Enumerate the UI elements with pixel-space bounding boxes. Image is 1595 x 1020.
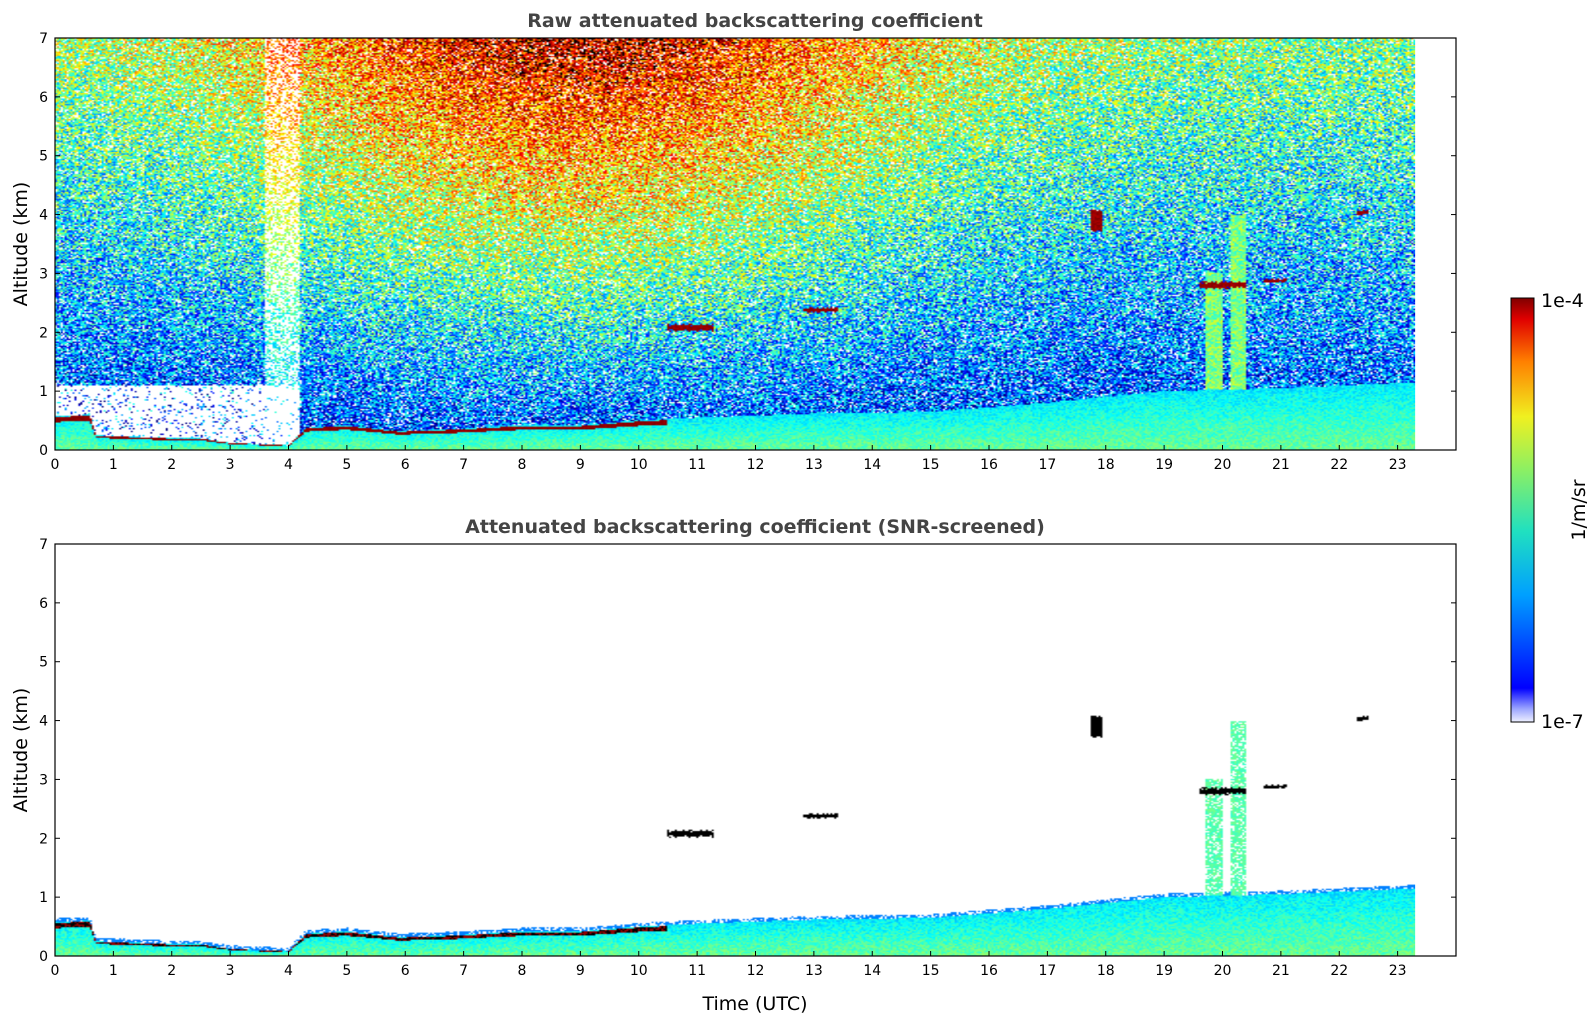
- y-tick-label: 1: [39, 384, 48, 400]
- screened-panel-ticks: 0 1 2 3 4 5 6 7 8 9 10 11 12 13 14 15 16 17 18 19 20 21 22 2301…: [39, 537, 1456, 979]
- y-tick-label: 3: [39, 772, 48, 788]
- x-tick-label: 18: [1097, 457, 1115, 473]
- screened-backscatter-panel: Attenuated backscattering coefficient (S…: [10, 516, 1457, 1015]
- raw-panel-ticks: 0 1 2 3 4 5 6 7 8 9 10 11 12 13 14 15 16 17 18 19 20 21 22 2301…: [39, 31, 1456, 473]
- x-tick-label: 19: [1155, 457, 1173, 473]
- x-tick-label: 12: [747, 963, 765, 979]
- y-tick-label: 5: [39, 655, 48, 671]
- y-tick-label: 7: [39, 537, 48, 553]
- x-tick-label: 1: [109, 963, 118, 979]
- x-tick-label: 17: [1038, 963, 1056, 979]
- y-tick-label: 7: [39, 31, 48, 47]
- y-tick-label: 5: [39, 149, 48, 165]
- x-tick-label: 12: [747, 457, 765, 473]
- x-tick-label: 6: [401, 457, 410, 473]
- raw-backscatter-heatmap: [55, 38, 1416, 450]
- y-tick-label: 4: [39, 714, 48, 730]
- x-tick-label: 15: [922, 457, 940, 473]
- x-tick-label: 8: [518, 457, 527, 473]
- screened-panel-title: Attenuated backscattering coefficient (S…: [465, 516, 1045, 538]
- x-tick-label: 9: [576, 457, 585, 473]
- y-tick-label: 6: [39, 90, 48, 106]
- x-tick-label: 20: [1214, 457, 1232, 473]
- x-tick-label: 23: [1389, 457, 1407, 473]
- colorbar-max-label: 1e-4: [1541, 290, 1584, 312]
- colorbar-min-label: 1e-7: [1541, 711, 1584, 733]
- colorbar-units-label: 1/m/sr: [1568, 479, 1590, 540]
- screened-backscatter-heatmap: [55, 544, 1416, 956]
- x-tick-label: 6: [401, 963, 410, 979]
- x-tick-label: 0: [51, 963, 60, 979]
- x-tick-label: 23: [1389, 963, 1407, 979]
- x-tick-label: 16: [980, 457, 998, 473]
- raw-panel-title: Raw attenuated backscattering coefficien…: [527, 10, 983, 32]
- x-tick-label: 22: [1330, 457, 1348, 473]
- x-tick-label: 22: [1330, 963, 1348, 979]
- x-tick-label: 11: [688, 457, 706, 473]
- raw-panel-ylabel: Altitude (km): [10, 182, 32, 307]
- x-tick-label: 2: [167, 963, 176, 979]
- x-tick-label: 8: [518, 963, 527, 979]
- y-tick-label: 2: [39, 325, 48, 341]
- x-tick-label: 11: [688, 963, 706, 979]
- y-tick-label: 2: [39, 831, 48, 847]
- x-tick-label: 10: [630, 963, 648, 979]
- x-tick-label: 20: [1214, 963, 1232, 979]
- x-tick-label: 13: [805, 963, 823, 979]
- x-tick-label: 2: [167, 457, 176, 473]
- x-tick-label: 4: [284, 457, 293, 473]
- colorbar-gradient: [1510, 297, 1535, 723]
- x-tick-label: 16: [980, 963, 998, 979]
- y-tick-label: 4: [39, 208, 48, 224]
- x-tick-label: 5: [342, 963, 351, 979]
- y-tick-label: 1: [39, 890, 48, 906]
- x-tick-label: 17: [1038, 457, 1056, 473]
- colorbar: 1e-4 1e-7 1/m/sr: [1510, 290, 1590, 733]
- x-tick-label: 7: [459, 457, 468, 473]
- y-tick-label: 0: [39, 949, 48, 965]
- screened-panel-ylabel: Altitude (km): [10, 688, 32, 813]
- x-tick-label: 14: [863, 457, 881, 473]
- raw-backscatter-panel: Raw attenuated backscattering coefficien…: [10, 10, 1457, 473]
- x-tick-label: 13: [805, 457, 823, 473]
- x-tick-label: 19: [1155, 963, 1173, 979]
- x-tick-label: 21: [1272, 457, 1290, 473]
- x-tick-label: 7: [459, 963, 468, 979]
- x-tick-label: 9: [576, 963, 585, 979]
- x-tick-label: 3: [226, 457, 235, 473]
- y-tick-label: 6: [39, 596, 48, 612]
- x-tick-label: 3: [226, 963, 235, 979]
- time-axis-label: Time (UTC): [701, 993, 807, 1015]
- x-tick-label: 1: [109, 457, 118, 473]
- x-tick-label: 21: [1272, 963, 1290, 979]
- y-tick-label: 3: [39, 266, 48, 282]
- x-tick-label: 4: [284, 963, 293, 979]
- x-tick-label: 0: [51, 457, 60, 473]
- x-tick-label: 18: [1097, 963, 1115, 979]
- x-tick-label: 5: [342, 457, 351, 473]
- y-tick-label: 0: [39, 443, 48, 459]
- x-tick-label: 10: [630, 457, 648, 473]
- x-tick-label: 15: [922, 963, 940, 979]
- x-tick-label: 14: [863, 963, 881, 979]
